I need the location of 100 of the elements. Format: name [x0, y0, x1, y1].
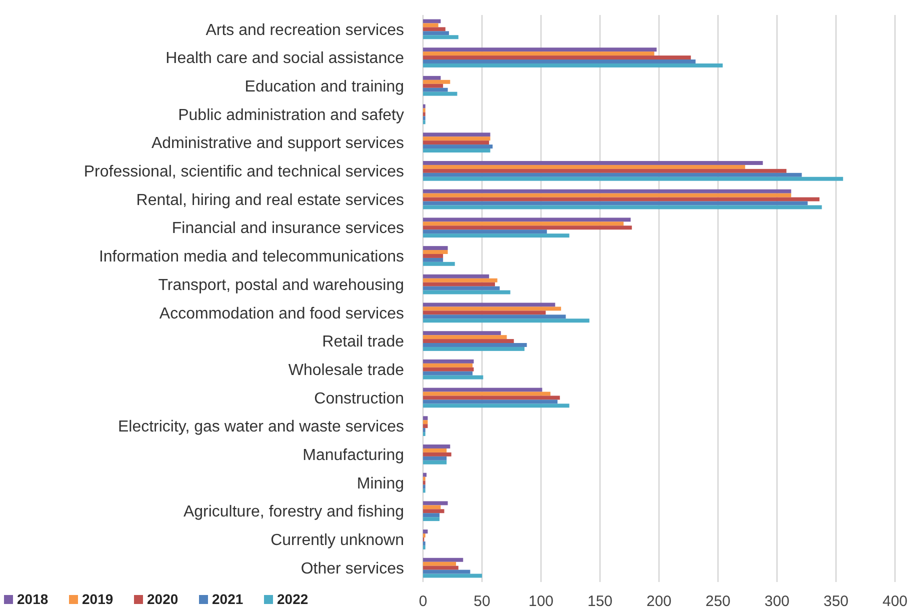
bar	[423, 314, 566, 319]
bar	[423, 246, 448, 250]
bar	[423, 282, 495, 286]
bar	[423, 56, 691, 60]
y-tick-label: Agriculture, forestry and fishing	[183, 504, 404, 521]
y-tick-label: Electricity, gas water and waste services	[118, 418, 404, 436]
bar	[423, 530, 428, 534]
y-tick-label: Education and training	[244, 78, 404, 96]
bar	[423, 346, 524, 351]
bar	[423, 148, 490, 152]
bar	[423, 31, 449, 36]
x-tick-label: 50	[474, 593, 490, 610]
y-tick-label: Mining	[356, 475, 404, 492]
bar	[423, 558, 464, 562]
bar	[423, 363, 473, 368]
bar	[423, 193, 792, 198]
bar	[423, 197, 820, 202]
x-tick-label: 100	[528, 593, 554, 610]
bar	[423, 168, 786, 173]
y-tick-label: Public administration and safety	[178, 106, 404, 124]
bar	[423, 226, 632, 230]
y-tick-label: Financial and insurance services	[172, 220, 404, 238]
bar	[423, 517, 440, 522]
y-tick-label: Other services	[300, 560, 404, 578]
y-tick-label: Construction	[314, 390, 404, 408]
y-tick-label: Arts and recreation services	[206, 22, 404, 39]
bar	[423, 189, 792, 194]
bar	[423, 88, 448, 92]
bar	[423, 205, 822, 210]
y-tick-label: Transport, postal and warehousing	[158, 276, 404, 294]
legend-label: 2022	[277, 591, 308, 607]
y-tick-label: Manufacturing	[302, 447, 404, 464]
y-tick-label: Health care and social assistance	[166, 50, 404, 68]
bar	[423, 331, 501, 336]
y-tick-label: Professional, scientific and technical services	[84, 164, 404, 181]
bar	[423, 396, 560, 400]
y-tick-label: Information media and telecommunications	[98, 248, 404, 266]
bar	[423, 278, 498, 282]
bar	[423, 274, 490, 278]
bar	[423, 23, 438, 28]
bar	[423, 63, 723, 68]
bar	[423, 60, 696, 64]
bar	[423, 234, 570, 238]
bar	[423, 52, 654, 56]
legend-label: 2020	[147, 591, 178, 607]
x-tick-label: 200	[646, 593, 672, 610]
bar	[423, 359, 474, 364]
bar	[423, 176, 844, 181]
bar	[423, 161, 763, 165]
bar	[423, 144, 493, 149]
legend-label: 2021	[212, 591, 244, 607]
bar	[423, 452, 452, 456]
x-tick-label: 150	[587, 593, 613, 610]
legend-label: 2019	[82, 591, 114, 607]
bar	[423, 416, 428, 420]
bar	[423, 509, 444, 514]
bar	[423, 335, 507, 340]
bar	[423, 262, 455, 266]
bar	[423, 250, 448, 254]
bar	[423, 343, 527, 347]
bar	[423, 388, 542, 392]
bar	[423, 562, 456, 566]
bar	[423, 513, 440, 518]
bar	[423, 218, 631, 222]
bar	[423, 164, 746, 169]
bar	[423, 420, 428, 424]
bar	[423, 27, 446, 32]
bar	[423, 424, 428, 428]
bar	[423, 448, 447, 452]
bar	[423, 222, 624, 226]
bar	[423, 84, 444, 88]
bar	[423, 136, 490, 141]
bar	[423, 444, 450, 448]
bar	[423, 570, 470, 574]
bar	[423, 80, 450, 84]
x-tick-label: 250	[705, 593, 731, 610]
bar	[423, 566, 458, 570]
x-tick-label: 300	[764, 593, 790, 610]
bar	[423, 456, 447, 460]
x-tick-label: 0	[418, 593, 428, 610]
x-tick-label: 400	[882, 593, 908, 610]
bar	[423, 230, 547, 234]
y-tick-label: Accommodation and food services	[159, 305, 404, 322]
y-tick-label: Wholesale trade	[288, 362, 404, 379]
bar	[423, 310, 546, 315]
bar	[423, 460, 447, 464]
bar	[423, 286, 500, 290]
bar	[423, 132, 490, 137]
bar	[423, 318, 590, 323]
bar	[423, 375, 484, 380]
bar	[423, 254, 444, 258]
bar	[423, 367, 474, 372]
bar	[423, 339, 514, 344]
bar	[423, 472, 427, 477]
y-tick-label: Retail trade	[322, 334, 404, 351]
legend-label: 2018	[17, 591, 48, 607]
bar	[423, 92, 458, 96]
y-tick-label: Currently unknown	[270, 532, 404, 550]
bar	[423, 258, 444, 262]
bar	[423, 306, 562, 311]
